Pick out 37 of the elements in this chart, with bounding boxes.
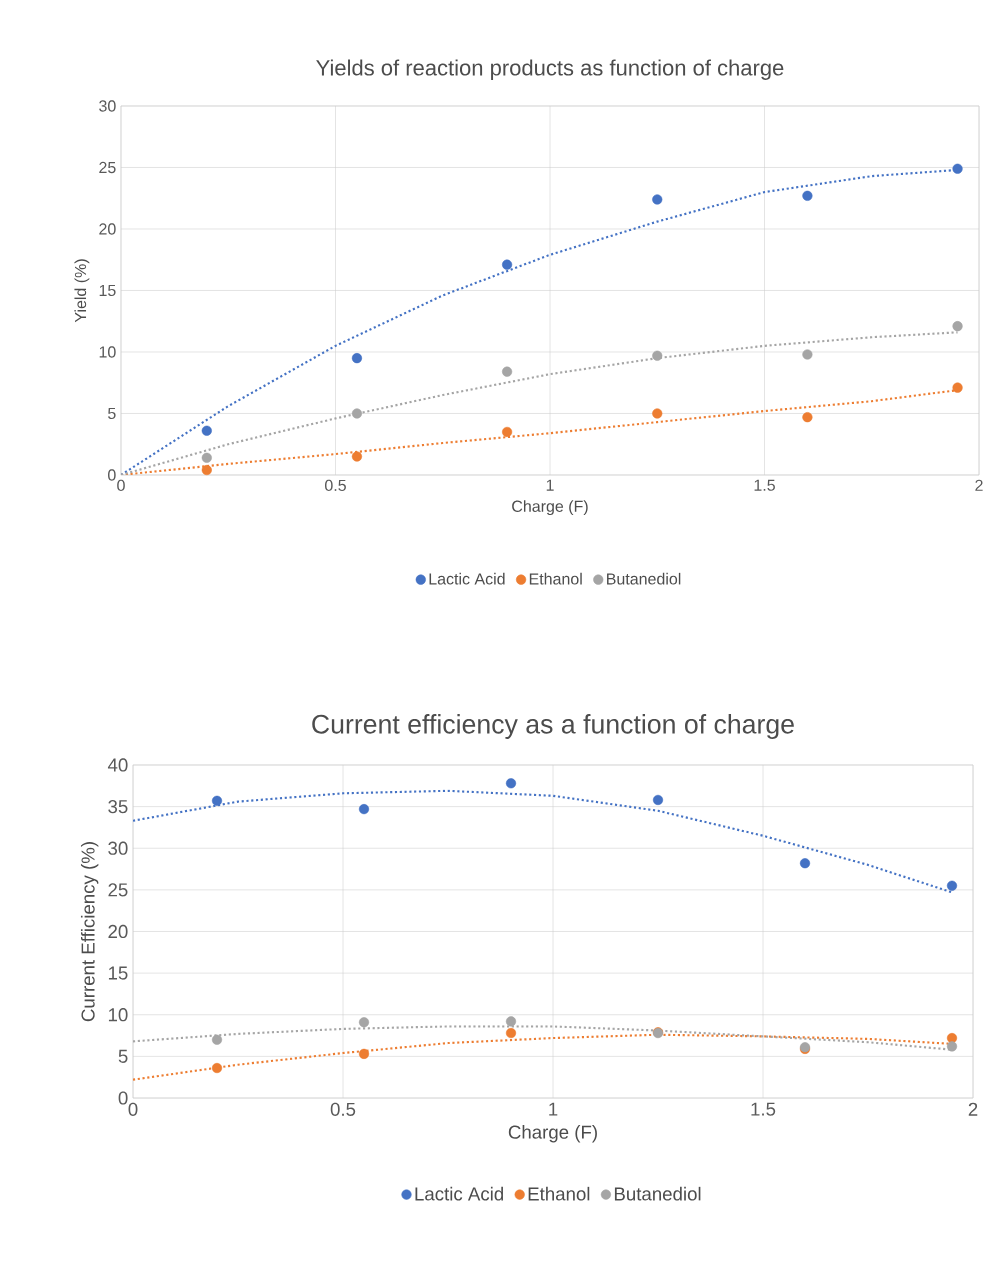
y-tick-label: 35 (108, 800, 128, 814)
legend-label: Ethanol (528, 1186, 590, 1201)
legend-label: Lactic Acid (429, 572, 505, 585)
legend-label: Lactic Acid (415, 1186, 504, 1201)
x-tick-label: 1.5 (751, 1102, 776, 1116)
x-tick-label: 1.5 (754, 479, 775, 491)
y-tick-label: 0 (108, 469, 116, 481)
x-tick-label: 2 (968, 1102, 978, 1116)
y-tick-label: 25 (99, 161, 116, 174)
y-tick-label: 20 (99, 223, 116, 235)
y-tick-label: 20 (108, 924, 128, 939)
x-tick-label: 2 (975, 479, 983, 491)
y-tick-label: 10 (108, 1008, 128, 1022)
y-tick-label: 0 (118, 1091, 128, 1105)
x-axis-title: Charge (F) (512, 500, 588, 516)
x-tick-label: 0 (128, 1102, 138, 1116)
chart-title: Current efficiency as a function of charge (312, 714, 794, 739)
x-axis-title: Charge (F) (508, 1125, 597, 1143)
x-tick-label: 1 (549, 1102, 558, 1116)
x-tick-label: 0.5 (325, 479, 346, 492)
x-tick-label: 1 (546, 479, 554, 491)
legend-label: Ethanol (529, 572, 582, 585)
legend-label: Butanediol (607, 572, 681, 585)
y-tick-label: 10 (99, 346, 116, 358)
y-tick-label: 15 (108, 966, 128, 980)
y-tick-label: 15 (99, 284, 116, 297)
legend-label: Butanediol (614, 1186, 701, 1201)
chart-title: Yields of reaction products as function of charge (316, 59, 784, 80)
y-axis-title: Yield (%) (74, 259, 90, 323)
y-tick-label: 5 (108, 407, 116, 420)
y-tick-label: 30 (108, 841, 128, 855)
y-axis-title: Current Efficiency (%) (80, 842, 99, 1022)
x-tick-label: 0.5 (330, 1102, 356, 1116)
y-tick-label: 40 (107, 758, 128, 772)
y-tick-label: 30 (99, 100, 116, 112)
y-tick-label: 25 (108, 883, 128, 897)
y-tick-label: 5 (118, 1049, 128, 1063)
